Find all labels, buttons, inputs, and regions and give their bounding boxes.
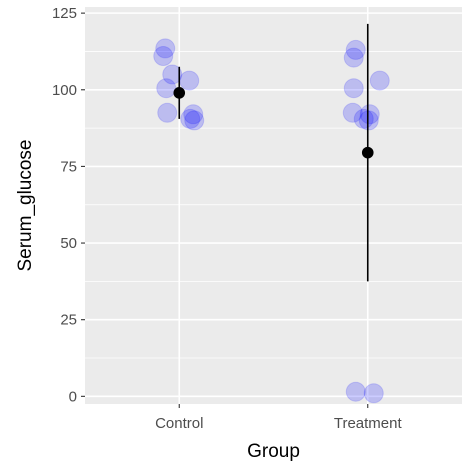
y-tick-label: 50 bbox=[60, 235, 77, 252]
x-tick-label: Treatment bbox=[334, 415, 403, 432]
data-point bbox=[343, 78, 364, 99]
data-point bbox=[162, 64, 183, 85]
minor-gridlines bbox=[85, 51, 462, 359]
x-axis: Control Treatment bbox=[155, 404, 402, 432]
data-point bbox=[345, 39, 366, 60]
data-point bbox=[157, 102, 178, 123]
y-tick-label: 25 bbox=[60, 312, 77, 329]
data-point bbox=[345, 381, 366, 402]
data-point bbox=[179, 70, 200, 91]
y-tick-label: 100 bbox=[52, 82, 77, 99]
y-axis-title: Serum_glucose bbox=[15, 139, 36, 271]
plot-panel bbox=[85, 7, 462, 404]
y-tick-label: 0 bbox=[69, 388, 77, 405]
data-point bbox=[184, 110, 205, 131]
data-point bbox=[153, 46, 174, 67]
y-axis: 0 25 50 75 100 125 bbox=[52, 5, 85, 405]
y-tick-label: 75 bbox=[60, 158, 77, 175]
data-point bbox=[155, 38, 176, 59]
x-axis-title: Group bbox=[247, 441, 300, 462]
data-point bbox=[156, 78, 177, 99]
data-point bbox=[180, 108, 201, 129]
data-point bbox=[342, 102, 363, 123]
data-point bbox=[359, 104, 380, 125]
data-point bbox=[183, 104, 204, 125]
data-points bbox=[153, 38, 390, 404]
data-point bbox=[369, 70, 390, 91]
data-point bbox=[358, 110, 379, 131]
data-point bbox=[343, 47, 364, 68]
data-point bbox=[363, 383, 384, 404]
x-tick-label: Control bbox=[155, 415, 203, 432]
summary-markers bbox=[173, 23, 374, 282]
y-tick-label: 125 bbox=[52, 5, 77, 22]
mean-point bbox=[361, 146, 374, 159]
mean-point bbox=[173, 87, 186, 99]
